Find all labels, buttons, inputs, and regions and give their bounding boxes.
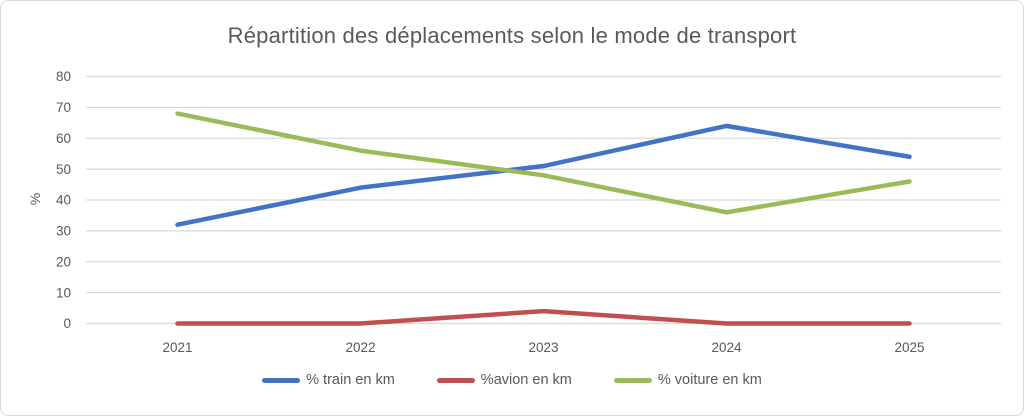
chart-legend: % train en km %avion en km % voiture en … (1, 372, 1023, 388)
y-tick-label-0: 0 (63, 316, 71, 331)
legend-item-voiture[interactable]: % voiture en km (613, 372, 762, 388)
x-tick-label-2021: 2021 (162, 340, 192, 355)
train-series-swatch-icon (262, 377, 301, 383)
y-tick-label-60: 60 (56, 131, 71, 146)
y-tick-label-80: 80 (56, 69, 71, 84)
y-tick-label-50: 50 (56, 162, 71, 177)
avion-series-swatch-icon (436, 377, 475, 383)
legend-label-train: % train en km (306, 372, 395, 388)
x-tick-label-2022: 2022 (345, 340, 375, 355)
voiture-series-swatch-icon (613, 377, 652, 383)
chart-title: Répartition des déplacements selon le mo… (227, 23, 797, 48)
series-line-2[interactable] (175, 111, 912, 215)
y-tick-label-30: 30 (56, 224, 71, 239)
legend-item-avion[interactable]: %avion en km (436, 372, 572, 388)
legend-item-train[interactable]: % train en km (262, 372, 395, 388)
y-tick-label-40: 40 (56, 193, 71, 208)
series-line-0[interactable] (175, 123, 912, 227)
x-tick-label-2023: 2023 (528, 340, 558, 355)
y-tick-label-20: 20 (56, 254, 71, 269)
y-tick-label-10: 10 (56, 285, 71, 300)
x-tick-label-2024: 2024 (711, 340, 742, 355)
legend-label-avion: %avion en km (480, 372, 572, 388)
legend-label-voiture: % voiture en km (657, 372, 762, 388)
y-tick-label-70: 70 (56, 100, 71, 115)
series-line-1[interactable] (175, 308, 912, 326)
x-tick-label-2025: 2025 (894, 340, 924, 355)
